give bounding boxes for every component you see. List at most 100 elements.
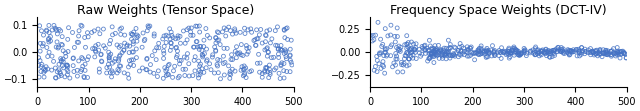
Point [238, 55, 248, 56]
Point [122, 45, 132, 47]
Point [35, 60, 45, 61]
Point [589, 51, 599, 53]
Point [557, 48, 567, 50]
Point [79, 76, 89, 77]
Point [152, 47, 162, 49]
Point [106, 53, 116, 55]
Point [499, 52, 509, 53]
Point [424, 39, 435, 41]
Point [99, 28, 109, 30]
Point [141, 69, 151, 70]
Point [212, 31, 223, 33]
Point [406, 48, 417, 50]
Point [429, 48, 439, 49]
Point [602, 50, 612, 52]
Point [44, 32, 54, 33]
Point [161, 70, 171, 72]
Point [262, 48, 272, 50]
Point [423, 50, 433, 51]
Point [433, 45, 444, 46]
Point [464, 55, 474, 57]
Point [179, 30, 189, 32]
Point [56, 61, 67, 62]
Point [576, 54, 586, 55]
Point [124, 66, 134, 68]
Point [68, 57, 79, 59]
Point [195, 31, 205, 33]
Point [83, 56, 93, 58]
Point [275, 78, 285, 79]
Point [173, 35, 183, 37]
Point [222, 48, 232, 49]
Point [242, 53, 252, 55]
Point [386, 24, 396, 26]
Point [174, 59, 184, 61]
Point [55, 73, 65, 74]
Point [452, 50, 463, 51]
Point [435, 49, 445, 51]
Point [519, 50, 529, 52]
Point [425, 57, 435, 59]
Point [559, 53, 570, 54]
Point [592, 49, 602, 51]
Point [112, 72, 122, 74]
Point [79, 77, 90, 78]
Point [52, 71, 62, 73]
Point [33, 57, 44, 59]
Point [145, 71, 156, 73]
Point [188, 75, 198, 76]
Point [287, 64, 297, 66]
Point [604, 53, 614, 54]
Point [93, 28, 103, 30]
Point [432, 52, 442, 53]
Point [372, 56, 382, 57]
Point [428, 51, 438, 53]
Point [163, 35, 173, 37]
Point [239, 27, 250, 29]
Point [620, 53, 630, 54]
Point [128, 59, 138, 61]
Point [255, 29, 266, 30]
Point [417, 53, 427, 55]
Point [36, 66, 46, 67]
Point [227, 54, 237, 56]
Point [192, 25, 202, 27]
Point [439, 47, 449, 49]
Point [532, 49, 542, 51]
Point [47, 69, 57, 71]
Point [184, 63, 194, 65]
Point [457, 46, 467, 47]
Point [43, 56, 53, 57]
Point [39, 76, 49, 78]
Point [77, 58, 88, 60]
Point [474, 53, 484, 55]
Point [104, 43, 115, 45]
Point [285, 54, 295, 56]
Point [143, 26, 154, 28]
Point [550, 49, 560, 51]
Point [511, 50, 522, 51]
Point [201, 28, 211, 29]
Point [552, 50, 562, 52]
Point [219, 47, 229, 49]
Point [72, 41, 83, 43]
Point [380, 51, 390, 53]
Point [402, 44, 412, 45]
Point [445, 44, 456, 45]
Point [164, 63, 174, 65]
Point [515, 54, 525, 56]
Point [161, 34, 172, 36]
Point [494, 50, 504, 51]
Point [456, 50, 466, 52]
Point [280, 37, 290, 39]
Point [82, 59, 92, 61]
Point [225, 30, 236, 32]
Point [153, 70, 163, 72]
Point [611, 55, 621, 57]
Point [534, 55, 545, 57]
Point [196, 50, 207, 51]
Point [209, 72, 220, 74]
Point [150, 50, 160, 52]
Point [503, 52, 513, 54]
Point [57, 65, 67, 67]
